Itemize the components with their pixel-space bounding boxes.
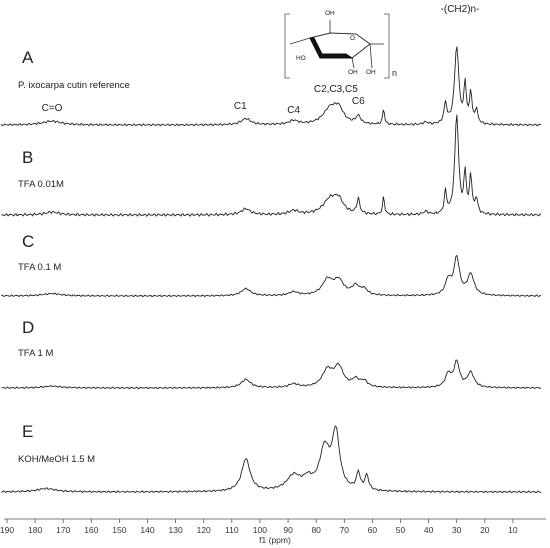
x-tick-label: 150 [112,525,126,535]
x-tick-label: 40 [424,525,434,535]
panel-label: A [22,48,34,67]
x-tick-label: 190 [0,525,14,535]
spectrum-panel-e: E KOH/MeOH 1.5 M [1,422,542,494]
panel-condition: TFA 1 M [18,348,53,359]
panel-condition: P. ixocarpa cutin reference [18,80,130,91]
x-tick-label: 140 [140,525,154,535]
glucan-structure-drawing: n OH O HO OH OH [284,10,397,79]
panel-label: C [22,232,34,251]
spectrum-trace [1,254,542,298]
x-tick-label: 130 [169,525,183,535]
x-axis: 190 180 170 160 150 140 130 120 110 100 90 80 70 60 50… [0,518,546,545]
panel-label: B [22,148,33,167]
structure-bracket-right [384,13,390,79]
svg-text:OH: OH [348,69,358,76]
x-tick-label: 10 [508,525,518,535]
peak-label: C4 [287,105,300,116]
x-tick-label: 180 [28,525,42,535]
peak-label: C=O [42,103,63,114]
x-tick-label: 80 [311,525,321,535]
x-tick-label: 110 [225,525,239,535]
x-tick-label: 170 [56,525,70,535]
panel-condition: KOH/MeOH 1.5 M [18,454,95,465]
svg-text:O: O [350,35,355,42]
x-tick-label: 90 [283,525,293,535]
x-axis-label: f1 (ppm) [259,535,291,545]
panel-label: E [22,422,33,441]
panel-label: D [22,318,34,337]
spectrum-panel-c: C TFA 0.1 M [1,232,542,298]
structure-bracket-left [284,13,290,79]
svg-text:HO: HO [296,55,306,62]
structure-ring-bold-edge [309,37,354,59]
spectrum-trace [1,359,542,390]
spectrum-panel-a: A P. ixocarpa cutin reference C=O C1 C4 C2,C3… [1,46,542,127]
spectrum-trace [1,46,542,127]
spectrum-panel-d: D TFA 1 M [1,318,542,390]
x-tick-label: 20 [480,525,490,535]
spectrum-panel-b: B TFA 0.01M [1,114,542,217]
spectrum-trace [1,425,542,494]
x-tick-label: 70 [340,525,350,535]
x-tick-label: 30 [452,525,462,535]
peak-label: C2,C3,C5 [314,84,358,95]
svg-text:n: n [392,68,397,78]
x-tick-label: 60 [368,525,378,535]
spectrum-trace [1,114,542,217]
panel-condition: TFA 0.1 M [18,262,61,273]
x-tick-label: 100 [253,525,267,535]
x-tick-label: 160 [84,525,98,535]
peak-label: C6 [352,96,365,107]
panel-condition: TFA 0.01M [18,179,64,190]
peak-label: C1 [234,101,247,112]
svg-text:OH: OH [366,69,376,76]
svg-text:OH: OH [325,10,335,17]
x-tick-label: 120 [197,525,211,535]
methylene-peak-label: -(CH2)n- [441,4,480,15]
x-tick-label: 50 [396,525,406,535]
